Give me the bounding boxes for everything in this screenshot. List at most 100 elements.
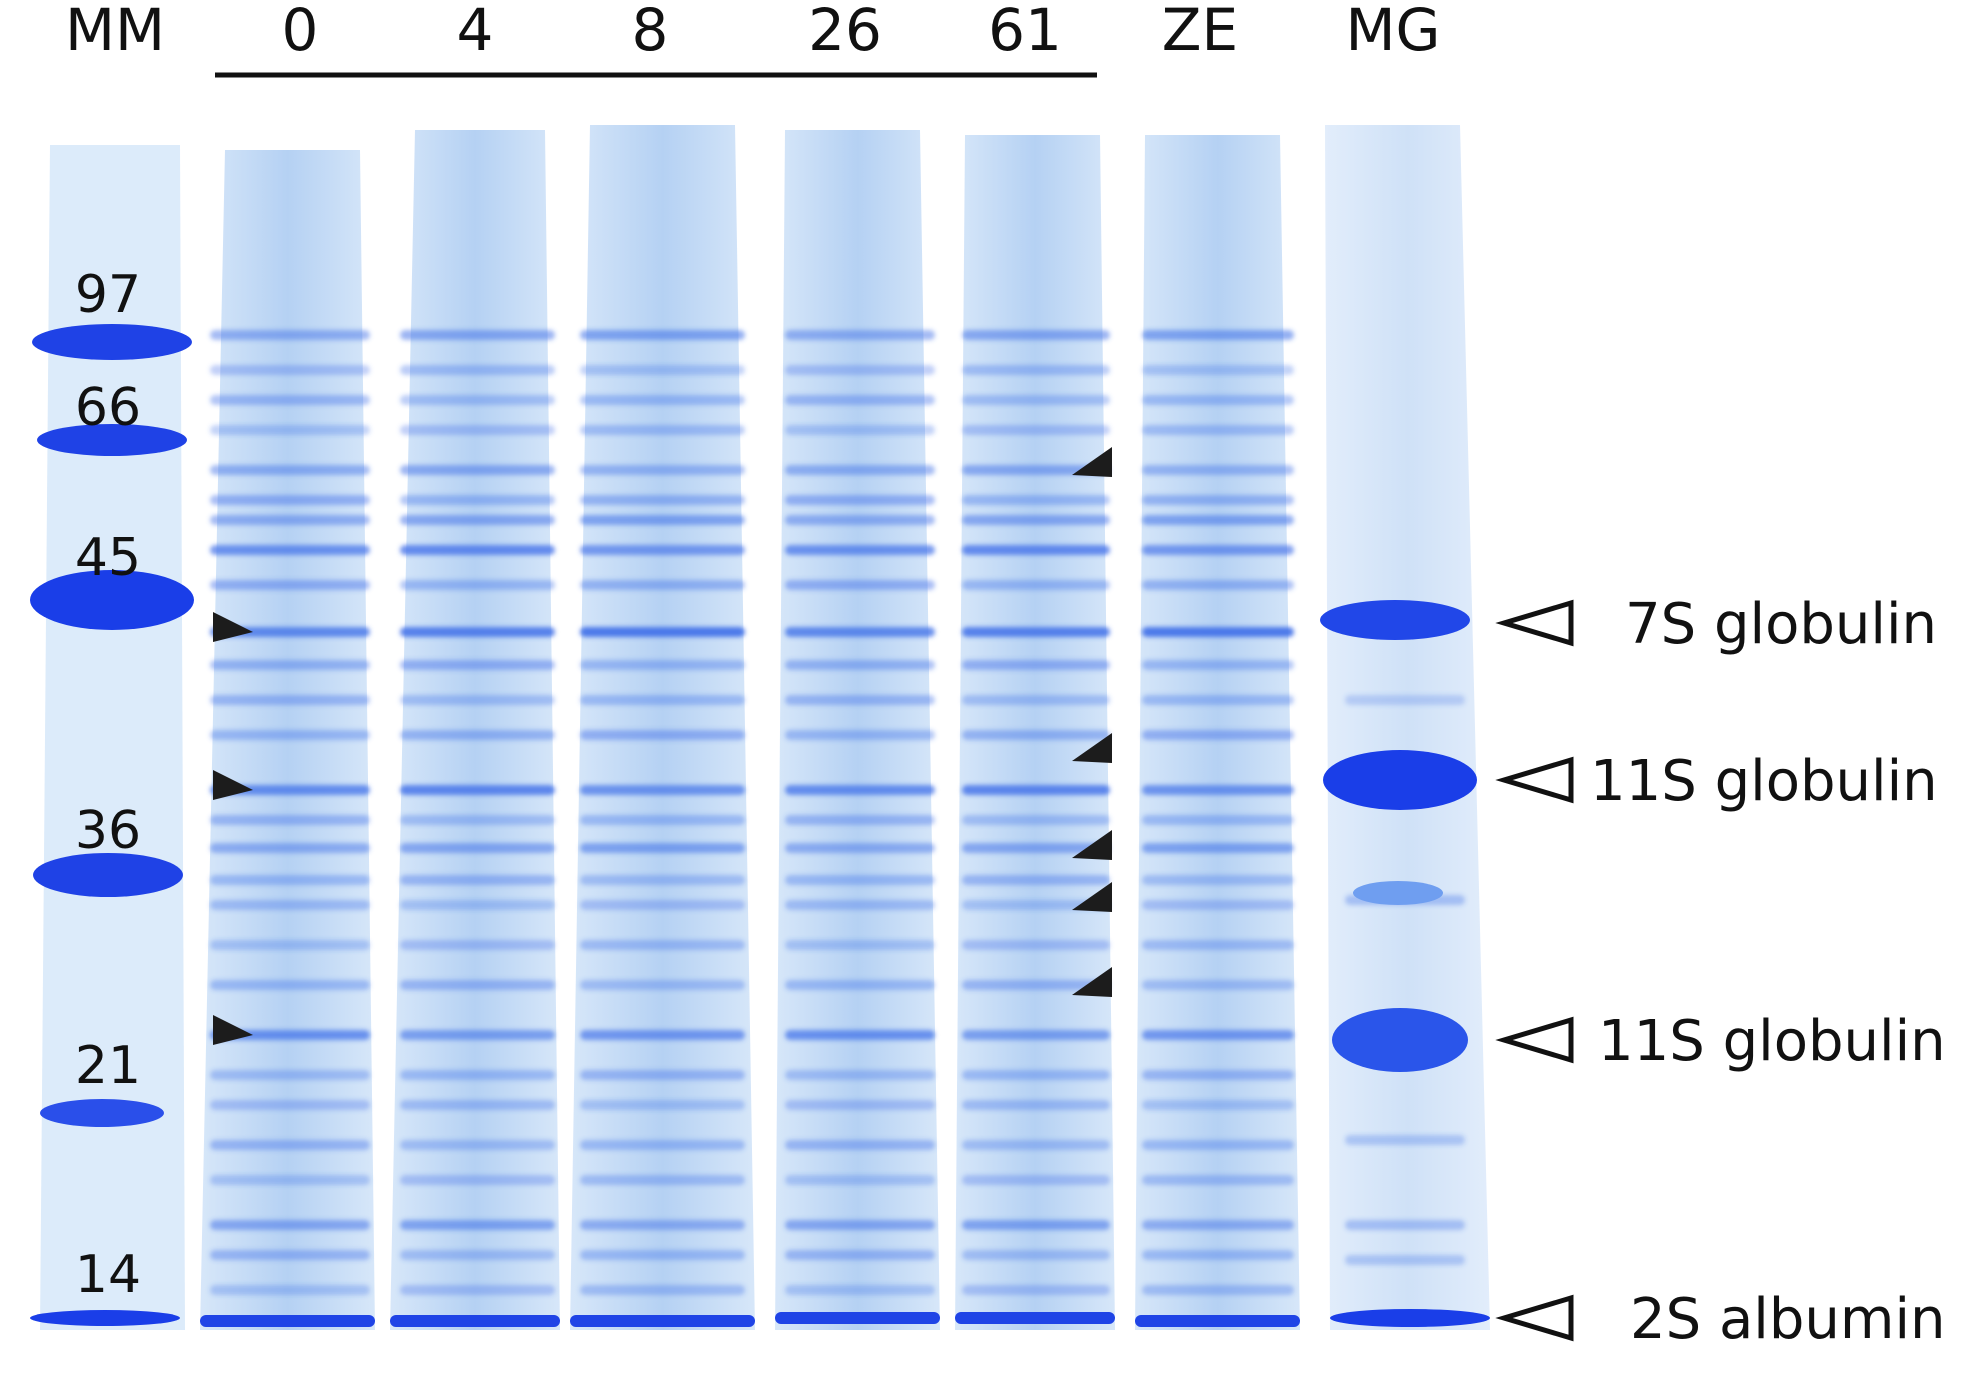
lane-8-band xyxy=(580,660,745,670)
lane-mg-band xyxy=(1345,1135,1465,1145)
lane-0-band xyxy=(210,1220,370,1230)
lane-26-band xyxy=(785,980,935,990)
lane-61-band xyxy=(962,580,1110,590)
lane-61-band xyxy=(962,365,1110,375)
lane-0-2s-band xyxy=(200,1315,375,1327)
molecular-weight-labels: 97 66 45 36 21 14 xyxy=(75,265,141,1305)
lane-label-ze: ZE xyxy=(1162,0,1238,64)
lane-4-band xyxy=(400,515,555,525)
lane-label-4: 4 xyxy=(457,0,494,64)
lane-26-band xyxy=(785,875,935,885)
open-arrow-7s xyxy=(1495,599,1574,647)
lane-61-band xyxy=(962,515,1110,525)
lane-4-band xyxy=(400,940,555,950)
lane-ze-band xyxy=(1142,843,1294,853)
lane-4-band xyxy=(400,695,555,705)
lane-26-band xyxy=(785,425,935,435)
lane-ze-band xyxy=(1142,1030,1294,1040)
lane-label-8: 8 xyxy=(632,0,669,64)
lane-ze-band xyxy=(1142,1070,1294,1080)
lane-4-band xyxy=(400,545,555,555)
lane-61-band xyxy=(962,900,1110,910)
lane-8-band xyxy=(580,365,745,375)
lane-26-band xyxy=(785,730,935,740)
lane-ze-band xyxy=(1142,1285,1294,1295)
lane-4-band xyxy=(400,900,555,910)
lane-61-band xyxy=(962,785,1110,795)
label-11s-globulin-lower: 11S globulin xyxy=(1598,1009,1946,1074)
lane-mg-band xyxy=(1345,695,1465,705)
lane-0-band xyxy=(210,1285,370,1295)
strong-bands xyxy=(30,324,1490,1327)
lane-4-band xyxy=(400,465,555,475)
marker-band-45 xyxy=(30,570,194,630)
arrowhead-lane61-5 xyxy=(1072,967,1112,997)
lane-61-band xyxy=(962,1285,1110,1295)
lane-mg-band xyxy=(1345,1220,1465,1230)
lane-ze-band xyxy=(1142,940,1294,950)
lane-0-band xyxy=(210,545,370,555)
lane-4-band xyxy=(400,425,555,435)
lane-0-band xyxy=(210,1030,370,1040)
lane-ze-band xyxy=(1142,660,1294,670)
mw-label-97: 97 xyxy=(75,265,141,325)
lane-26-band xyxy=(785,330,935,340)
lane-61-band xyxy=(962,980,1110,990)
lane-ze-band xyxy=(1142,815,1294,825)
lane-26-band xyxy=(785,545,935,555)
arrowhead-lane0-3 xyxy=(213,1015,253,1045)
lane-0-band xyxy=(210,695,370,705)
lane-26-band xyxy=(785,843,935,853)
lane-4-band xyxy=(400,627,555,637)
lane-61-band xyxy=(962,395,1110,405)
lane-8-band xyxy=(580,1140,745,1150)
lane-8-band xyxy=(580,330,745,340)
lane-ze-band xyxy=(1142,1220,1294,1230)
lane-4-band xyxy=(400,785,555,795)
lane-4-band xyxy=(400,495,555,505)
lane-26-band xyxy=(785,1030,935,1040)
lane-8-band xyxy=(580,1220,745,1230)
lane-4-2s-band xyxy=(390,1315,560,1327)
lane-26-band xyxy=(785,627,935,637)
lane-0-band xyxy=(210,365,370,375)
lane-0-band xyxy=(210,1250,370,1260)
lane-61-band xyxy=(962,1175,1110,1185)
arrowhead-lane61-1 xyxy=(1072,447,1112,477)
lane-0-band xyxy=(210,980,370,990)
lane-8-band xyxy=(580,465,745,475)
lane-mg xyxy=(1325,125,1490,1330)
lane-4-band xyxy=(400,1250,555,1260)
arrowhead-lane61-4 xyxy=(1072,882,1112,912)
lane-61-band xyxy=(962,1250,1110,1260)
lane-61-band xyxy=(962,545,1110,555)
lane-8-2s-band xyxy=(570,1315,755,1327)
lane-ze-band xyxy=(1142,425,1294,435)
mg-band-7s xyxy=(1320,600,1470,640)
lane-26-band xyxy=(785,785,935,795)
mw-label-14: 14 xyxy=(75,1245,141,1305)
lane-61-band xyxy=(962,425,1110,435)
lane-8-band xyxy=(580,545,745,555)
lane-ze-band xyxy=(1142,627,1294,637)
lane-ze-band xyxy=(1142,900,1294,910)
lane-26-band xyxy=(785,580,935,590)
lane-0-band xyxy=(210,425,370,435)
lane-26-band xyxy=(785,940,935,950)
lane-ze-band xyxy=(1142,730,1294,740)
lane-26-band xyxy=(785,660,935,670)
lane-26-band xyxy=(785,1070,935,1080)
lane-8-band xyxy=(580,1250,745,1260)
lane-26-band xyxy=(785,695,935,705)
lane-8-band xyxy=(580,515,745,525)
marker-band-14 xyxy=(30,1310,180,1326)
lane-4-band xyxy=(400,815,555,825)
lane-61-band xyxy=(962,730,1110,740)
lane-ze-2s-band xyxy=(1135,1315,1300,1327)
lane-4-band xyxy=(400,365,555,375)
lane-0-band xyxy=(210,580,370,590)
lane-61-band xyxy=(962,1140,1110,1150)
lane-61-band xyxy=(962,1220,1110,1230)
mg-band-11s-lower xyxy=(1332,1008,1468,1072)
lane-26-band xyxy=(785,1100,935,1110)
